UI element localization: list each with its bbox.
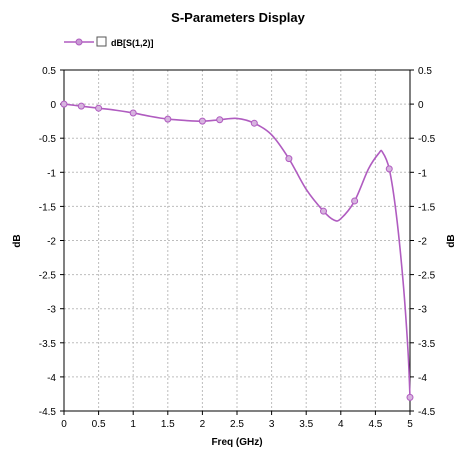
y-tick-label-right: 0.5 <box>418 66 432 77</box>
legend-checkbox[interactable] <box>96 36 107 47</box>
data-point <box>250 119 258 127</box>
data-point <box>60 100 68 108</box>
x-tick-label: 3.5 <box>299 419 313 430</box>
y-tick-label-left: -4 <box>47 373 56 384</box>
x-tick-label: 1.5 <box>161 419 175 430</box>
x-tick-label: 0.5 <box>92 419 106 430</box>
grid <box>64 70 410 411</box>
y-tick-label-right: -4 <box>418 373 427 384</box>
y-tick-label-right: -0.5 <box>418 134 436 145</box>
data-point <box>320 207 327 215</box>
x-tick-label: 1 <box>130 419 136 430</box>
y-tick-label-left: -1.5 <box>39 202 57 213</box>
data-point <box>385 165 393 173</box>
x-tick-label: 0 <box>61 419 67 430</box>
legend-label: dB[S(1,2)] <box>111 38 154 48</box>
y-tick-label-right: 0 <box>418 100 424 111</box>
y-tick-label-left: -0.5 <box>39 134 57 145</box>
x-tick-label: 2 <box>200 419 206 430</box>
x-tick-label: 3 <box>269 419 275 430</box>
y-axis-label-left: dB <box>12 234 23 247</box>
series-layer <box>60 100 414 401</box>
data-point <box>406 393 414 401</box>
y-tick-label-right: -4.5 <box>418 407 436 418</box>
x-axis-label: Freq (GHz) <box>211 437 262 448</box>
y-axis-label-right: dB <box>446 234 457 247</box>
y-tick-label-left: -2 <box>47 237 56 248</box>
ticks: 0 0.5 1 1.5 2 2.5 3 3.5 4 4.5 5 0.5 0.5 0 0 -0.5 -0.5 -1 -… <box>39 66 436 430</box>
data-point <box>95 104 103 112</box>
legend: dB[S(1,2)] <box>64 36 154 48</box>
data-point <box>351 197 359 205</box>
y-tick-label-right: -3 <box>418 305 427 316</box>
y-tick-label-right: -2.5 <box>418 271 436 282</box>
x-tick-label: 2.5 <box>230 419 244 430</box>
data-point <box>164 115 172 123</box>
legend-marker <box>75 38 83 46</box>
y-tick-label-right: -2 <box>418 237 427 248</box>
y-tick-label-left: -3.5 <box>39 339 57 350</box>
x-tick-label: 4.5 <box>368 419 382 430</box>
y-tick-label-left: -1 <box>47 168 56 179</box>
data-point <box>77 102 85 110</box>
y-tick-label-left: -4.5 <box>39 407 57 418</box>
x-tick-label: 4 <box>338 419 344 430</box>
y-tick-label-left: 0 <box>50 100 56 111</box>
chart-title: S-Parameters Display <box>171 10 305 25</box>
y-tick-label-left: 0.5 <box>42 66 56 77</box>
y-tick-label-right: -3.5 <box>418 339 436 350</box>
y-tick-label-right: -1 <box>418 168 427 179</box>
y-tick-label-left: -2.5 <box>39 271 57 282</box>
y-tick-label-left: -3 <box>47 305 56 316</box>
data-point <box>216 116 224 124</box>
data-point <box>198 117 206 125</box>
data-point <box>129 109 137 117</box>
data-point <box>285 155 293 163</box>
x-tick-label: 5 <box>407 419 413 430</box>
y-tick-label-right: -1.5 <box>418 202 436 213</box>
